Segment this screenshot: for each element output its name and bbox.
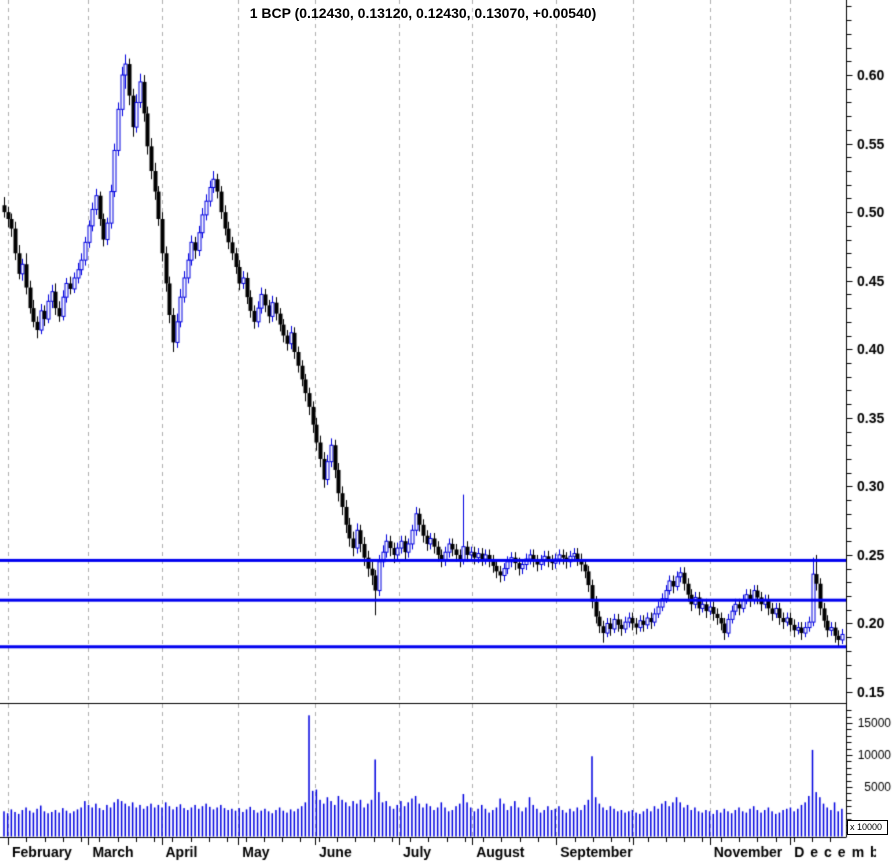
volume-multiplier-label: x 10000 xyxy=(847,820,888,835)
